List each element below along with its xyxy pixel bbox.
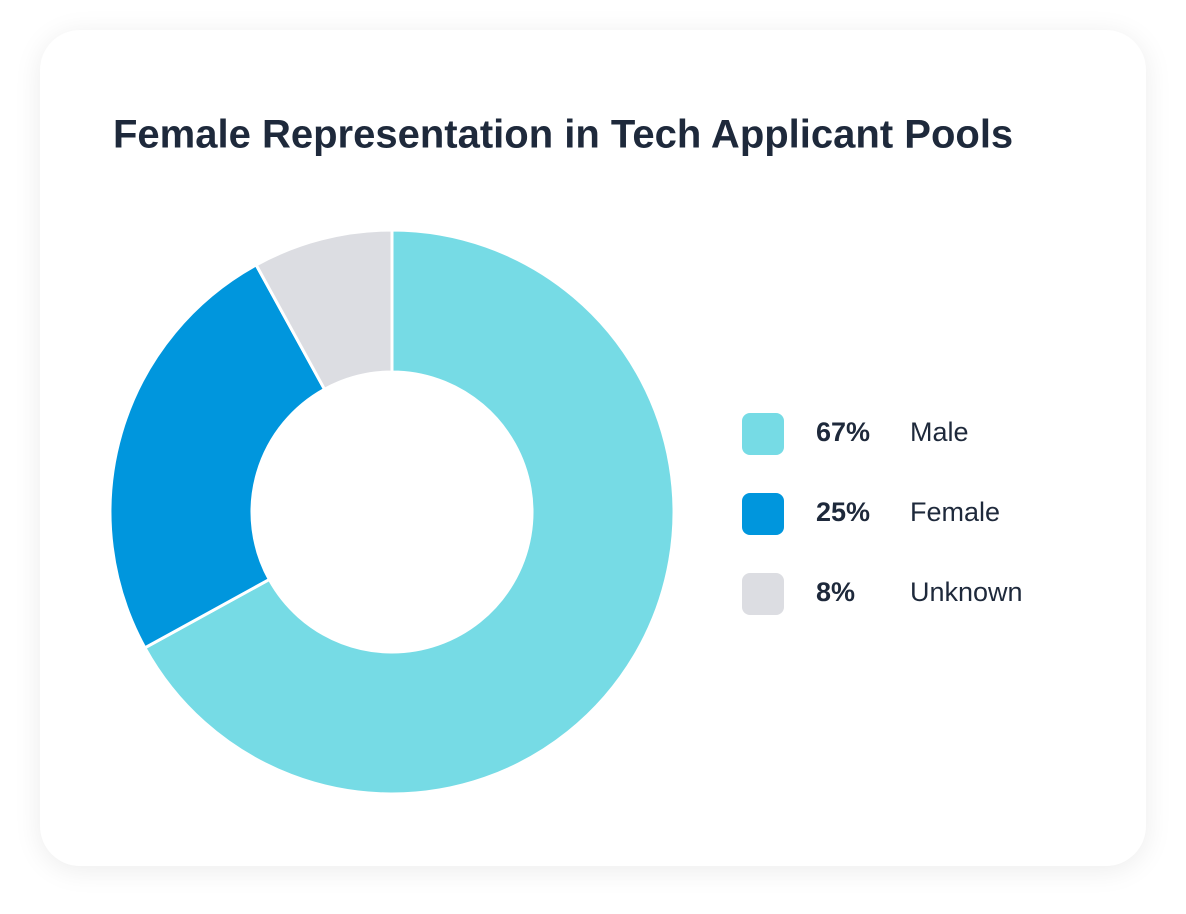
legend-label: Unknown bbox=[910, 577, 1023, 607]
legend-label: Male bbox=[910, 417, 969, 447]
legend-value: 67% bbox=[816, 417, 870, 447]
chart-title: Female Representation in Tech Applicant … bbox=[113, 113, 1013, 157]
legend-label: Female bbox=[910, 497, 1000, 527]
donut-segment bbox=[108, 262, 327, 650]
legend-value: 25% bbox=[816, 497, 870, 527]
legend-swatch bbox=[742, 493, 784, 535]
donut-segment bbox=[254, 228, 394, 392]
legend-swatch bbox=[742, 573, 784, 615]
legend-value: 8% bbox=[816, 577, 855, 607]
donut-segment bbox=[142, 228, 676, 796]
legend-swatch bbox=[742, 413, 784, 455]
